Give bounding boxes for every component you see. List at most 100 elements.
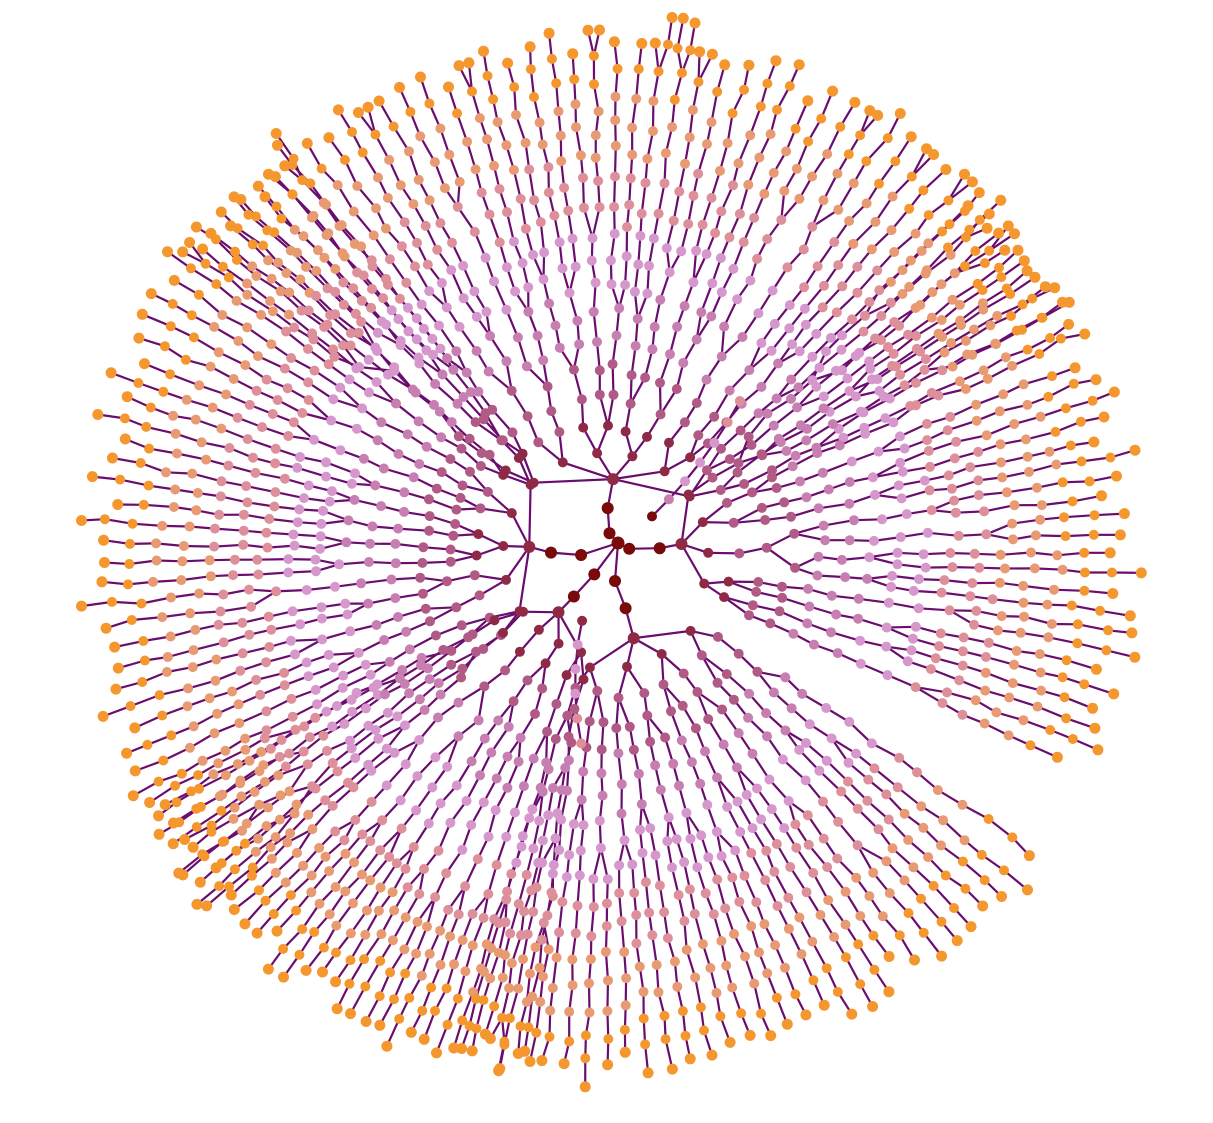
tree-node [136, 308, 148, 320]
tree-node [669, 94, 680, 105]
tree-node [142, 739, 153, 750]
tree-node [1007, 518, 1018, 529]
tree-node [547, 983, 558, 993]
tree-node [701, 249, 712, 260]
tree-edge [289, 638, 324, 642]
tree-node [281, 326, 291, 337]
tree-edge [219, 605, 253, 613]
tree-node [946, 483, 957, 494]
tree-edge [324, 461, 357, 475]
tree-node [363, 598, 374, 609]
tree-node [872, 265, 883, 276]
tree-edge [197, 293, 224, 317]
tree-node [411, 805, 422, 816]
tree-node [414, 735, 425, 745]
tree-node [279, 473, 290, 484]
tree-node [281, 268, 292, 279]
tree-node [1114, 529, 1126, 541]
tree-node [592, 686, 603, 696]
tree-node [995, 194, 1007, 206]
tree-edge [896, 786, 923, 808]
tree-node [847, 314, 858, 325]
tree-node [666, 1063, 678, 1075]
tree-node [911, 330, 922, 341]
tree-node [299, 721, 310, 732]
tree-node [762, 78, 773, 89]
tree-node [368, 230, 379, 241]
tree-node [777, 754, 788, 765]
tree-edge [826, 125, 842, 156]
tree-node [747, 823, 758, 834]
tree-edge [742, 469, 774, 486]
tree-node [613, 748, 624, 759]
tree-node [331, 1003, 343, 1015]
tree-edge [301, 902, 321, 931]
tree-node [235, 665, 246, 676]
tree-node [777, 581, 787, 592]
tree-node [949, 268, 960, 279]
tree-node [292, 517, 303, 528]
tree-node [627, 122, 638, 133]
tree-node [883, 986, 895, 998]
tree-edge [545, 730, 549, 764]
tree-node [511, 109, 521, 120]
tree-node [922, 435, 933, 446]
tree-node [366, 796, 377, 807]
tree-node [360, 1016, 372, 1027]
tree-node [687, 105, 698, 115]
tree-edge [669, 710, 683, 742]
tree-node [728, 694, 739, 705]
tree-node [814, 765, 825, 776]
tree-node [197, 243, 209, 255]
tree-node [640, 372, 651, 383]
tree-node [626, 370, 637, 381]
tree-node [538, 971, 548, 982]
tree-node [818, 999, 830, 1011]
tree-node [439, 183, 450, 194]
tree-node [367, 261, 378, 272]
tree-node [415, 131, 426, 142]
tree-edge [1036, 705, 1068, 720]
tree-node [522, 929, 533, 940]
tree-node [344, 735, 355, 746]
tree-node [751, 586, 762, 597]
tree-node [575, 150, 586, 161]
tree-node [703, 547, 714, 558]
tree-edge [341, 673, 372, 690]
tree-node [445, 817, 456, 828]
tree-node [869, 763, 880, 774]
tree-node [349, 494, 360, 505]
tree-edge [582, 206, 594, 240]
tree-node [332, 701, 342, 711]
tree-node [777, 592, 788, 603]
tree-node [302, 759, 313, 770]
tree-node [712, 86, 723, 97]
tree-edge [478, 578, 508, 597]
tree-edge [781, 758, 807, 782]
tree-node [578, 674, 589, 685]
tree-node [582, 24, 594, 36]
tree-node [557, 263, 568, 274]
tree-node [926, 312, 937, 323]
tree-node [190, 221, 202, 233]
tree-node [405, 106, 416, 117]
tree-node [322, 319, 333, 330]
tree-node [743, 179, 754, 190]
tree-node [465, 387, 476, 398]
tree-node [803, 136, 814, 147]
tree-edge [516, 336, 529, 368]
tree-edge [473, 574, 508, 582]
tree-node [550, 320, 561, 331]
tree-node [296, 305, 307, 316]
tree-node [745, 275, 756, 286]
tree-node [264, 642, 275, 652]
tree-node [493, 715, 504, 726]
tree-node [521, 361, 532, 372]
tree-node [350, 468, 360, 479]
tree-node [446, 645, 457, 656]
tree-node [772, 901, 783, 911]
tree-node [920, 562, 931, 573]
tree-node [445, 544, 456, 555]
tree-node [734, 208, 745, 219]
